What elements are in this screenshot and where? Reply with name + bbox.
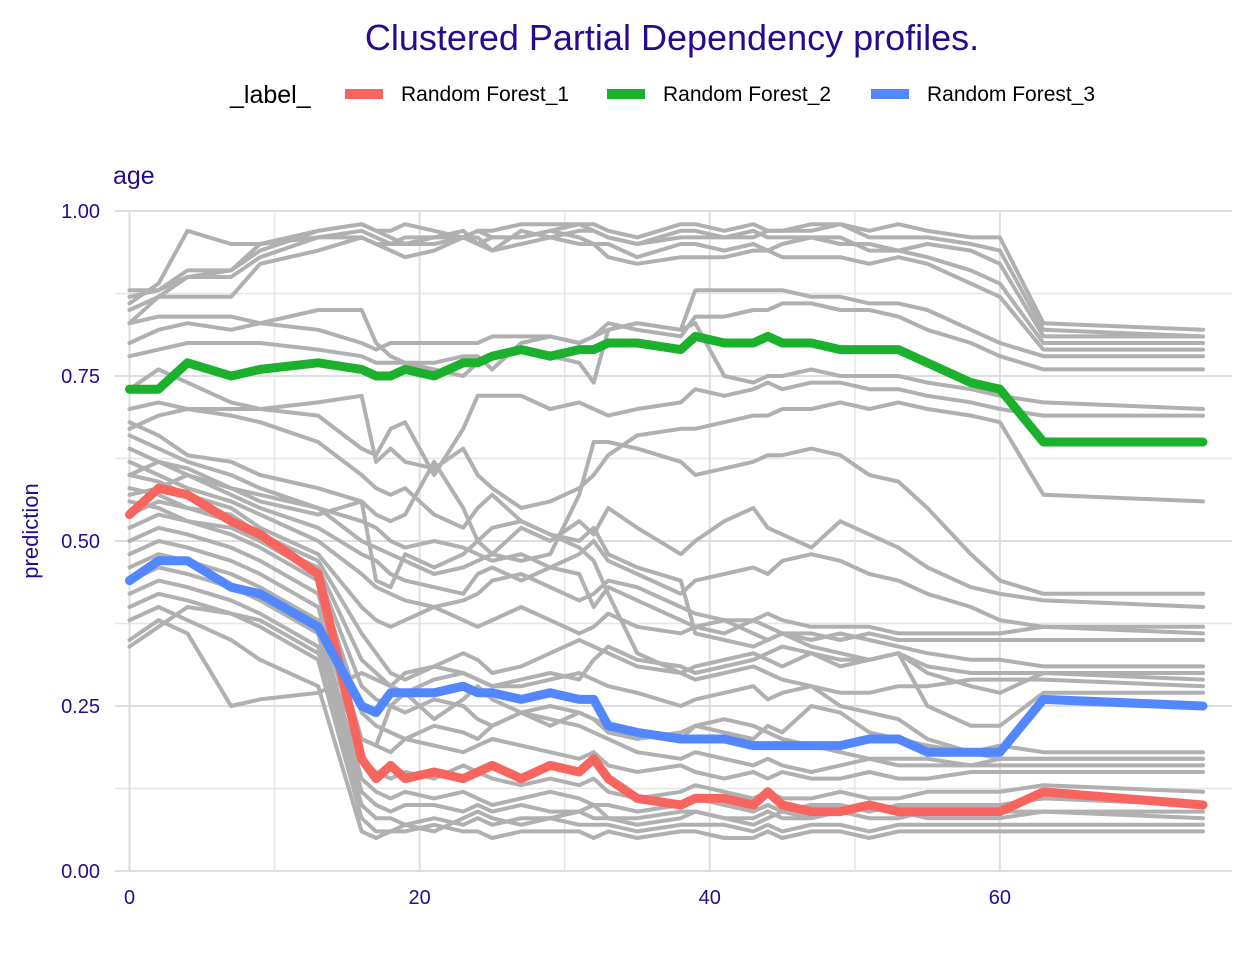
y-tick-label: 0.50: [61, 531, 100, 553]
background-profile-line: [127, 578, 1205, 834]
legend-entry-label: Random Forest_2: [663, 83, 831, 106]
y-axis-ticks: 0.00 0.25 0.50 0.75 1.00: [61, 201, 100, 883]
x-tick-label: 20: [409, 887, 431, 909]
series-line: [125, 331, 1208, 447]
x-axis-ticks: 0 20 40 60: [124, 887, 1011, 909]
legend-title: _label_: [229, 81, 312, 109]
legend: _label_ Random Forest_1 Random Forest_2 Ra…: [229, 81, 1095, 109]
x-tick-label: 60: [989, 887, 1011, 909]
y-tick-label: 0.75: [61, 366, 100, 388]
background-profile-line: [127, 393, 1205, 510]
background-profile-line: [127, 420, 1205, 596]
background-profile-line: [127, 433, 1205, 609]
background-profile-line: [127, 301, 1205, 372]
background-profile-line: [127, 565, 1205, 821]
y-tick-label: 0.00: [61, 861, 100, 883]
y-axis-label: prediction: [18, 483, 43, 578]
background-profile-line: [127, 222, 1205, 345]
x-tick-label: 40: [699, 887, 721, 909]
background-profile-line: [127, 367, 1205, 477]
background-profile-line: [127, 446, 1205, 636]
background-profile-line: [127, 459, 1205, 649]
background-profile-line: [127, 321, 1205, 411]
series-lines: [125, 331, 1208, 817]
background-profile-line: [127, 591, 1205, 840]
facet-label: age: [113, 162, 155, 190]
background-profiles: [127, 222, 1205, 840]
y-tick-label: 0.25: [61, 696, 100, 718]
background-profile-line: [127, 407, 1205, 761]
legend-entry-label: Random Forest_1: [401, 83, 569, 106]
series-line: [125, 483, 1208, 817]
y-tick-label: 1.00: [61, 201, 100, 223]
chart-title: Clustered Partial Dependency profiles.: [365, 17, 979, 58]
x-tick-label: 0: [124, 887, 135, 909]
series-line: [125, 556, 1208, 757]
background-profile-line: [127, 512, 1205, 774]
background-profile-line: [127, 459, 1205, 636]
background-profile-line: [127, 473, 1205, 669]
legend-entry-label: Random Forest_3: [927, 83, 1095, 106]
background-profile-line: [127, 228, 1205, 352]
background-profile-line: [127, 499, 1205, 708]
